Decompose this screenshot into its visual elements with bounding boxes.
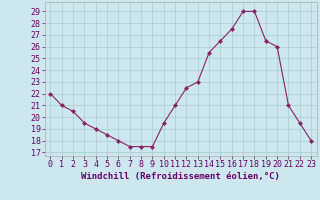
X-axis label: Windchill (Refroidissement éolien,°C): Windchill (Refroidissement éolien,°C) (81, 172, 280, 181)
